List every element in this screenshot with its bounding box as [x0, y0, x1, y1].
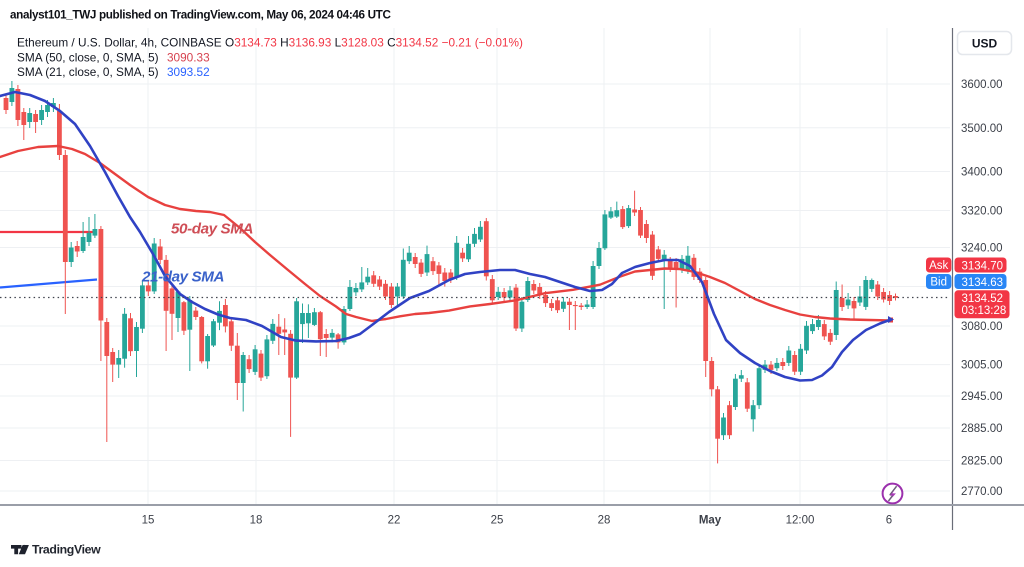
svg-text:3400.00: 3400.00 [961, 167, 1003, 179]
svg-text:3134.70: 3134.70 [962, 261, 1004, 273]
svg-text:12:00: 12:00 [786, 515, 815, 527]
svg-text:22: 22 [388, 515, 401, 527]
svg-text:21-day SMA: 21-day SMA [141, 269, 224, 286]
svg-text:3320.00: 3320.00 [961, 206, 1003, 218]
svg-text:2945.00: 2945.00 [961, 391, 1003, 403]
svg-text:25: 25 [491, 515, 504, 527]
svg-text:USD: USD [972, 37, 998, 51]
svg-text:analyst101_TWJ published on Tr: analyst101_TWJ published on TradingView.… [10, 9, 391, 22]
svg-text:TradingView: TradingView [32, 543, 101, 557]
svg-text:3090.33: 3090.33 [167, 51, 210, 65]
svg-text:O3134.73 H3136.93 L3128.03: O3134.73 H3136.93 L3128.03 C3134.52 −0.2… [225, 36, 523, 50]
svg-text:2770.00: 2770.00 [961, 486, 1003, 498]
svg-text:50-day SMA: 50-day SMA [171, 221, 253, 238]
svg-text:18: 18 [250, 515, 263, 527]
svg-text:3500.00: 3500.00 [961, 123, 1003, 135]
svg-text:03:13:28: 03:13:28 [962, 305, 1007, 317]
svg-text:2885.00: 2885.00 [961, 423, 1003, 435]
svg-text:15: 15 [142, 515, 155, 527]
svg-text:28: 28 [598, 515, 611, 527]
svg-text:2825.00: 2825.00 [961, 456, 1003, 468]
svg-text:3600.00: 3600.00 [961, 79, 1003, 91]
svg-text:3093.52: 3093.52 [167, 65, 210, 79]
svg-text:Ask: Ask [929, 260, 948, 272]
svg-text:May: May [699, 515, 722, 527]
svg-text:3240.00: 3240.00 [961, 243, 1003, 255]
svg-text:3134.52: 3134.52 [962, 293, 1004, 305]
svg-text:Ethereum / U.S. Dollar, 4h, CO: Ethereum / U.S. Dollar, 4h, COINBASE [17, 36, 222, 50]
svg-text:Bid: Bid [930, 277, 947, 289]
svg-text:3005.00: 3005.00 [961, 360, 1003, 372]
svg-text:SMA (21, close, 0, SMA, 5): SMA (21, close, 0, SMA, 5) [17, 65, 159, 79]
svg-text:SMA (50, close, 0, SMA, 5): SMA (50, close, 0, SMA, 5) [17, 51, 159, 65]
svg-text:3134.63: 3134.63 [962, 277, 1004, 289]
svg-text:3080.00: 3080.00 [961, 321, 1003, 333]
svg-text:6: 6 [886, 515, 892, 527]
